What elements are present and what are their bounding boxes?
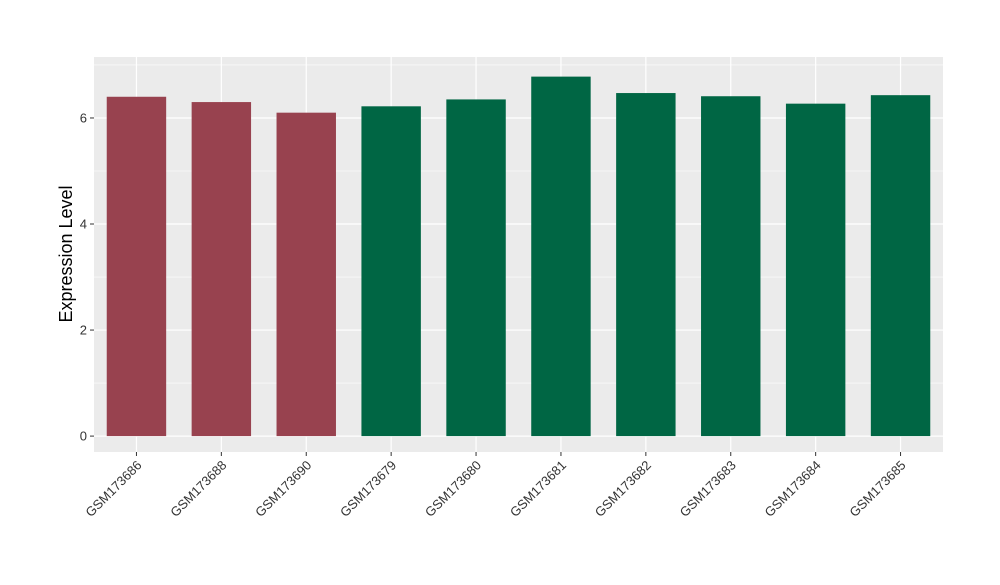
x-axis: GSM173686 GSM173688 GSM173690 GSM173679 GSM1… [82, 452, 909, 520]
y-axis: 0 2 4 6 [80, 110, 94, 444]
bar [616, 93, 676, 437]
y-tick-label: 6 [80, 110, 87, 125]
x-tick-label: GSM173681 [507, 458, 569, 520]
x-tick-label: GSM173684 [762, 458, 824, 520]
bar [870, 95, 931, 437]
y-axis-title: Expression Level [56, 185, 76, 322]
x-tick-label: GSM173685 [846, 458, 908, 520]
bar [531, 76, 591, 437]
bar [785, 103, 846, 437]
bar [191, 102, 252, 437]
x-tick-label: GSM173688 [167, 458, 229, 520]
bar [701, 96, 761, 437]
bar [106, 96, 167, 437]
y-tick-label: 2 [80, 323, 87, 338]
bars [106, 76, 931, 437]
x-tick-label: GSM173680 [422, 458, 484, 520]
x-tick-label: GSM173686 [82, 458, 144, 520]
bar [361, 106, 421, 437]
y-tick-label: 0 [80, 429, 87, 444]
x-tick-label: GSM173683 [677, 458, 739, 520]
bar [276, 112, 336, 437]
y-tick-label: 4 [80, 217, 87, 232]
x-tick-label: GSM173682 [592, 458, 654, 520]
x-tick-label: GSM173679 [337, 458, 399, 520]
x-tick-label: GSM173690 [252, 458, 314, 520]
bar [446, 99, 506, 437]
